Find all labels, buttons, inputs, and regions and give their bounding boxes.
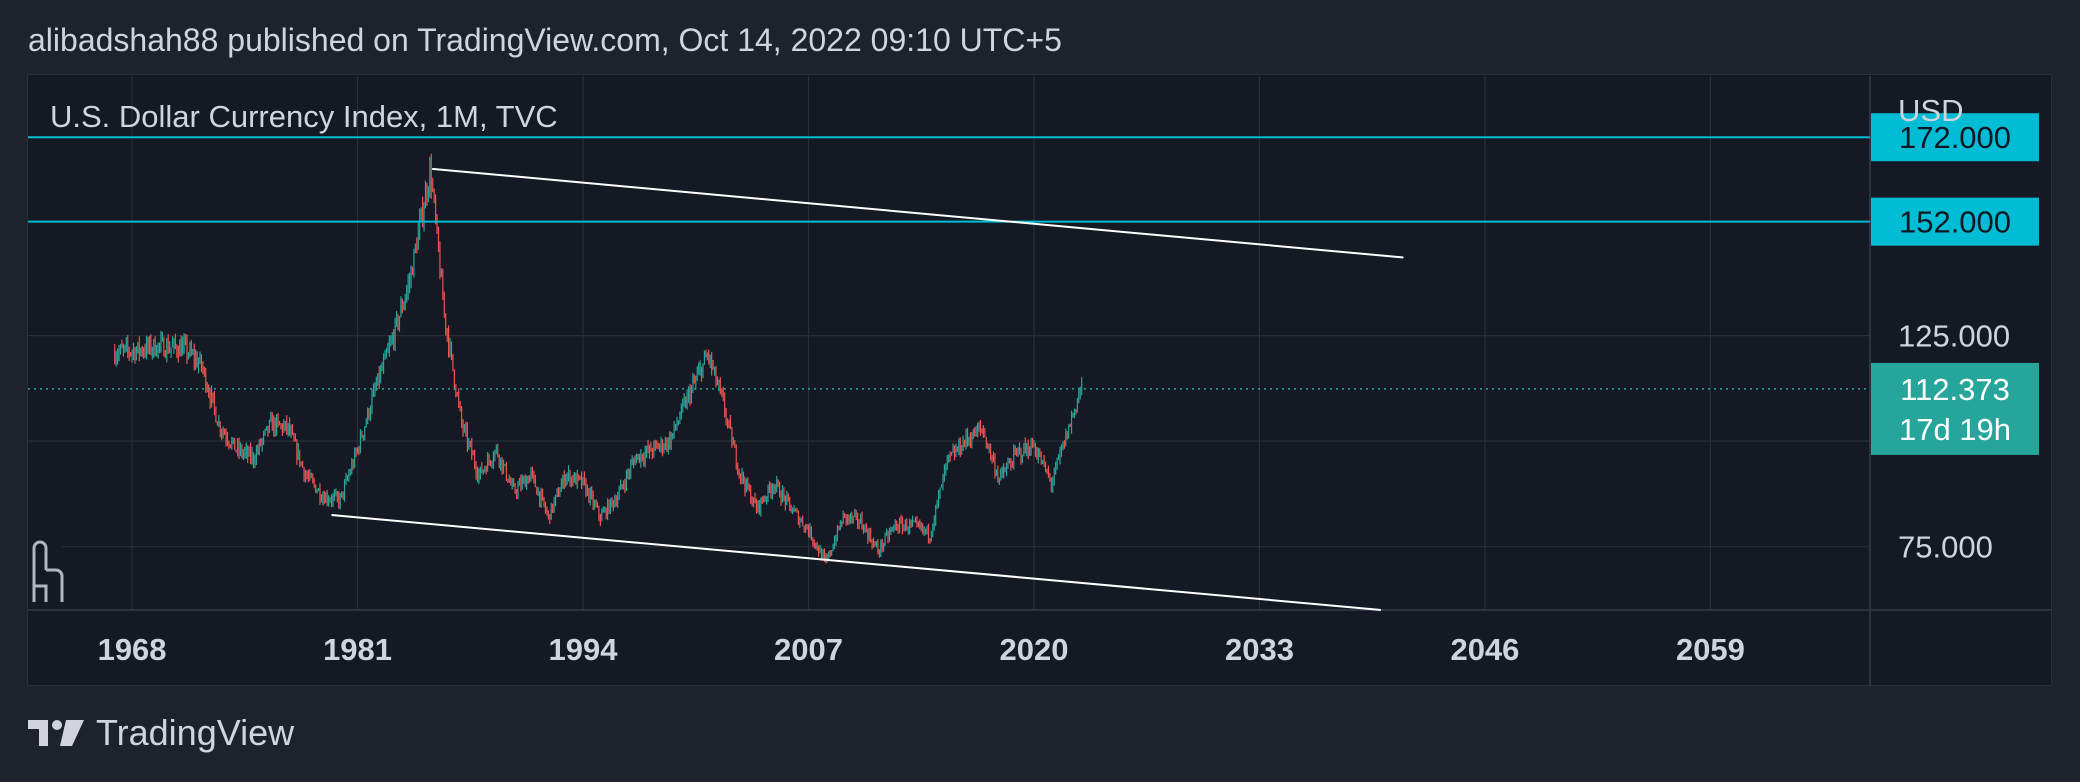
y-tick-label-125: 125.000 bbox=[1898, 319, 2010, 354]
publish-info: alibadshah88 published on TradingView.co… bbox=[28, 22, 1062, 58]
current-price-badge bbox=[1871, 362, 2039, 455]
x-tick-label-2059: 2059 bbox=[1676, 632, 1745, 667]
x-tick-label-1968: 1968 bbox=[98, 632, 167, 667]
level-badge-172 bbox=[1871, 113, 2039, 162]
x-tick-label-2020: 2020 bbox=[1000, 632, 1069, 667]
x-tick-label-2033: 2033 bbox=[1225, 632, 1294, 667]
candles bbox=[114, 153, 1083, 564]
price-badges: 172.000 152.000 112.373 17d 19h bbox=[1871, 113, 2039, 455]
x-axis-ticks: 1968 1981 1994 2007 2020 2033 2046 2059 bbox=[98, 632, 1745, 667]
trend-line-upper[interactable] bbox=[432, 167, 1404, 259]
trend-lines[interactable] bbox=[331, 167, 1404, 611]
footer-brand-name: TradingView bbox=[96, 712, 295, 753]
tradingview-logo-icon bbox=[28, 720, 84, 746]
current-price-label: 112.373 bbox=[1900, 372, 2010, 407]
x-tick-label-1994: 1994 bbox=[549, 632, 619, 667]
axis-separators bbox=[28, 76, 2052, 686]
footer-brand[interactable]: TradingView bbox=[28, 712, 294, 754]
x-tick-label-1981: 1981 bbox=[323, 632, 392, 667]
bar-countdown-label: 17d 19h bbox=[1899, 412, 2011, 447]
y-tick-label-75: 75.000 bbox=[1898, 530, 1993, 565]
grid-lines bbox=[28, 76, 1870, 610]
horizontal-levels[interactable] bbox=[28, 136, 1870, 223]
level-badge-label-172: 172.000 bbox=[1899, 120, 2011, 155]
chart-title: U.S. Dollar Currency Index, 1M, TVC bbox=[50, 99, 558, 134]
jump-icon[interactable] bbox=[28, 540, 64, 606]
level-badge-152 bbox=[1871, 197, 2039, 246]
x-tick-label-2007: 2007 bbox=[774, 632, 843, 667]
level-badge-label-152: 152.000 bbox=[1899, 205, 2011, 240]
currency-label: USD bbox=[1898, 93, 1963, 128]
x-tick-label-2046: 2046 bbox=[1450, 632, 1519, 667]
chart-frame[interactable] bbox=[27, 74, 2052, 686]
y-axis-ticks: 75.000 125.000 bbox=[1898, 319, 2010, 565]
trend-line-lower[interactable] bbox=[331, 514, 1381, 611]
